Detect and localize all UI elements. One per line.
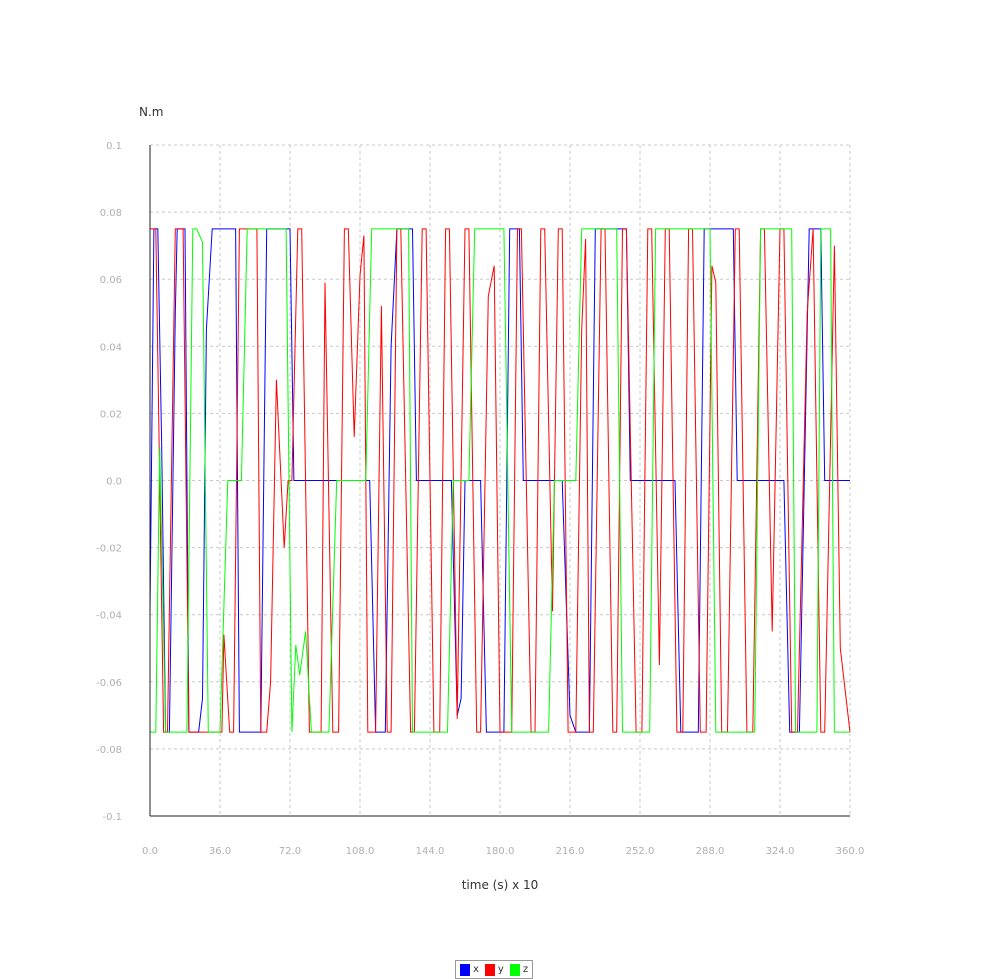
x-tick-label: 108.0 [346, 846, 375, 857]
x-tick-label: 0.0 [142, 846, 158, 857]
y-tick-label: 0.1 [106, 141, 122, 152]
x-tick-label: 72.0 [279, 846, 301, 857]
y-tick-labels: -0.1 -0.08 -0.06 -0.04 -0.02 0.0 0.02 0.04 0.06 0… [96, 141, 122, 823]
y-tick-label: 0.04 [100, 342, 122, 353]
legend-swatch-x [460, 963, 470, 976]
x-tick-label: 324.0 [766, 846, 795, 857]
legend-swatch-z [509, 963, 520, 976]
x-tick-label: 216.0 [556, 846, 585, 857]
series-group [149, 228, 851, 733]
y-tick-label: 0.08 [100, 208, 122, 219]
legend-label-x: x [473, 964, 479, 975]
y-tick-label: 0.06 [100, 275, 122, 286]
x-tick-label: 144.0 [416, 846, 445, 857]
y-tick-label: -0.1 [102, 812, 122, 823]
x-tick-label: 36.0 [209, 846, 231, 857]
y-axis-label: N.m [139, 105, 163, 119]
legend-label-z: z [522, 964, 529, 975]
series-line-z [150, 228, 850, 733]
x-tick-label: 252.0 [626, 846, 655, 857]
y-tick-label: -0.06 [96, 678, 122, 689]
x-tick-label: 360.0 [836, 846, 865, 857]
y-tick-label: -0.02 [96, 544, 122, 555]
x-tick-label: 288.0 [696, 846, 725, 857]
legend-swatch-y [484, 963, 495, 976]
legend-label-y: y [497, 964, 504, 975]
x-tick-label: 180.0 [486, 846, 515, 857]
x-axis-label: time (s) x 10 [462, 878, 539, 892]
y-tick-label: 0.0 [106, 477, 122, 488]
y-tick-label: -0.08 [96, 745, 122, 756]
legend-item-y: y [484, 963, 504, 976]
y-tick-label: 0.02 [100, 409, 122, 420]
x-tick-labels: 0.0 36.0 72.0 108.0 144.0 180.0 216.0 252.0 288.… [142, 846, 864, 857]
legend-item-x: x [460, 963, 479, 976]
legend: x y z [455, 960, 534, 979]
legend-item-z: z [509, 963, 529, 976]
y-tick-label: -0.04 [96, 611, 122, 622]
